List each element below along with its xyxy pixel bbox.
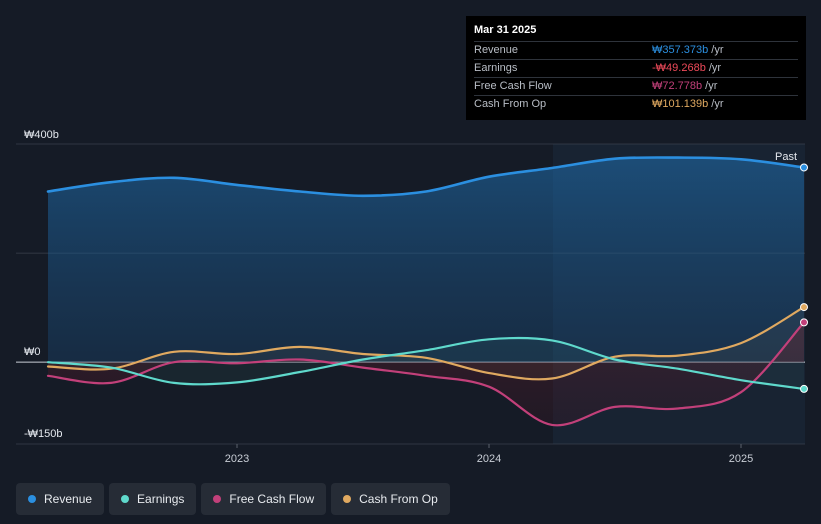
- legend-label: Revenue: [44, 492, 93, 506]
- legend-item-cash-from-op[interactable]: Cash From Op: [331, 483, 450, 515]
- free-cash-flow-endpoint: [800, 318, 808, 327]
- tooltip-unit: /yr: [708, 62, 722, 74]
- legend-item-earnings[interactable]: Earnings: [109, 483, 197, 515]
- cash-from-op-area: [48, 307, 804, 380]
- y-tick-label: -₩150b: [24, 428, 63, 440]
- legend-dot-icon: [121, 495, 130, 503]
- tooltip-label: Revenue: [474, 44, 519, 56]
- past-label: Past: [775, 151, 797, 163]
- legend-dot-icon: [28, 495, 36, 503]
- cash-from-op-line: [46, 306, 806, 381]
- tooltip-value: ₩72.778b: [652, 80, 703, 92]
- tooltip-label: Free Cash Flow: [474, 80, 552, 92]
- revenue-line: [46, 156, 806, 198]
- legend-label: Free Cash Flow: [229, 492, 315, 506]
- tooltip-date: Mar 31 2025: [474, 24, 537, 36]
- y-tick-label: ₩400b: [24, 129, 59, 141]
- tooltip-row-free-cash-flow: Free Cash Flow ₩72.778b/yr: [474, 77, 798, 95]
- legend-dot-icon: [343, 495, 352, 503]
- x-tick-label: 2025: [729, 453, 753, 465]
- free-cash-flow-area: [48, 322, 804, 426]
- earnings-line: [46, 336, 806, 390]
- revenue-area: [48, 157, 804, 363]
- tooltip-row-cash-from-op: Cash From Op ₩101.139b/yr: [474, 95, 798, 113]
- x-tick-label: 2023: [225, 453, 249, 465]
- free-cash-flow-line: [46, 321, 806, 427]
- tooltip-row-revenue: Revenue ₩357.373b/yr: [474, 41, 798, 59]
- legend-dot-icon: [213, 495, 222, 503]
- tooltip-label: Cash From Op: [474, 98, 547, 110]
- tooltip-row-earnings: Earnings -₩49.268b/yr: [474, 59, 798, 77]
- tooltip-label: Earnings: [474, 62, 518, 74]
- tooltip: Mar 31 2025 Revenue ₩357.373b/yr Earnings -…: [466, 16, 806, 120]
- tooltip-value: ₩357.373b: [652, 44, 709, 56]
- legend-item-revenue[interactable]: Revenue: [16, 483, 105, 515]
- legend: Revenue Earnings Free Cash Flow Cash From O…: [16, 483, 450, 515]
- legend-label: Cash From Op: [359, 492, 438, 506]
- tooltip-value: -₩49.268b: [652, 62, 706, 74]
- y-tick-label: ₩0: [24, 346, 41, 358]
- tooltip-unit: /yr: [705, 80, 718, 92]
- earnings-endpoint: [800, 384, 808, 393]
- legend-item-free-cash-flow[interactable]: Free Cash Flow: [201, 483, 327, 515]
- legend-label: Earnings: [137, 492, 185, 506]
- tooltip-unit: /yr: [711, 98, 724, 110]
- tooltip-value: ₩101.139b: [652, 98, 709, 110]
- x-tick-label: 2024: [477, 453, 501, 465]
- tooltip-unit: /yr: [711, 44, 724, 56]
- cash-from-op-endpoint: [800, 303, 808, 312]
- revenue-endpoint: [800, 163, 808, 172]
- earnings-area: [48, 337, 804, 389]
